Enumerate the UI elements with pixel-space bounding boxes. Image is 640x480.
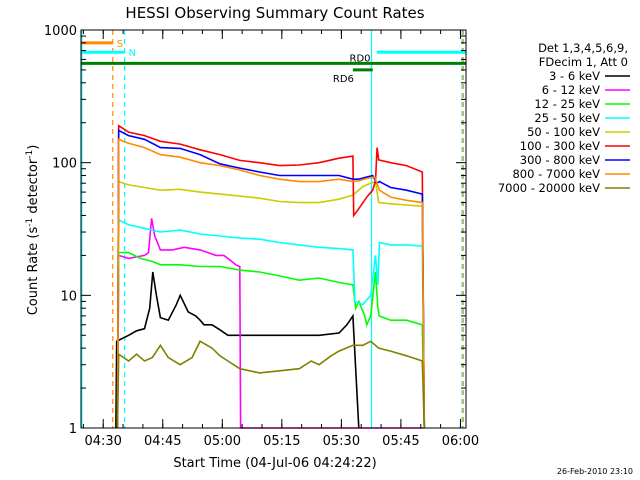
y-tick-label: 10 bbox=[60, 289, 77, 304]
timestamp: 26-Feb-2010 23:10 bbox=[557, 467, 633, 476]
x-tick-label: 05:30 bbox=[323, 434, 360, 449]
x-tick-label: 04:30 bbox=[84, 434, 121, 449]
series-line bbox=[115, 271, 360, 429]
legend-entry-label: 300 - 800 keV bbox=[520, 153, 600, 167]
y-label-exponent: -1 bbox=[25, 218, 35, 227]
status-bar-label: N bbox=[129, 48, 136, 59]
vertical-markers bbox=[81, 30, 464, 428]
legend-header-line: FDecim 1, Att 0 bbox=[539, 55, 628, 69]
plot-background bbox=[81, 30, 466, 428]
plot-frame bbox=[80, 29, 467, 429]
y-label-part: Count Rate (s bbox=[26, 227, 41, 316]
y-tick-label: 100 bbox=[52, 157, 77, 172]
series-line bbox=[116, 129, 426, 429]
legend: Det 1,3,4,5,6,9, FDecim 1, Att 0 3 - 6 k… bbox=[498, 41, 630, 195]
legend-entry-label: 25 - 50 keV bbox=[534, 111, 600, 125]
legend-entry-label: 7000 - 20000 keV bbox=[498, 181, 600, 195]
x-tick-label: 04:45 bbox=[144, 434, 181, 449]
status-bar-label: S bbox=[117, 39, 123, 50]
legend-entry-label: 100 - 300 keV bbox=[520, 139, 600, 153]
legend-entry-label: 12 - 25 keV bbox=[534, 97, 600, 111]
legend-entry-label: 50 - 100 keV bbox=[527, 125, 600, 139]
status-bar-label: RD0 bbox=[350, 53, 371, 64]
x-tick-label: 05:15 bbox=[263, 434, 300, 449]
series-line bbox=[116, 138, 426, 429]
legend-header-line: Det 1,3,4,5,6,9, bbox=[538, 41, 628, 55]
x-axis-label: Start Time (04-Jul-06 04:24:22) bbox=[173, 456, 376, 471]
series-line bbox=[116, 218, 426, 429]
series-line bbox=[116, 340, 426, 429]
series-group bbox=[115, 124, 426, 429]
series-line bbox=[116, 251, 426, 429]
y-tick-label: 1000 bbox=[44, 24, 77, 39]
axes: 04:30 04:45 05:00 05:15 05:30 05:45 06:00 1 10 10… bbox=[44, 24, 479, 449]
x-tick-label: 05:00 bbox=[204, 434, 241, 449]
legend-entry-label: 3 - 6 keV bbox=[549, 69, 600, 83]
status-bar-label: RD6 bbox=[333, 74, 354, 85]
y-label-part: detector bbox=[26, 158, 41, 218]
x-tick-label: 05:45 bbox=[382, 434, 419, 449]
plot-area bbox=[81, 30, 466, 428]
legend-entry-label: 6 - 12 keV bbox=[542, 83, 600, 97]
y-label-exponent: -1 bbox=[25, 150, 35, 159]
chart-title: HESSI Observing Summary Count Rates bbox=[125, 4, 424, 22]
y-axis-label: Count Rate (s-1 detector-1) bbox=[25, 145, 41, 316]
series-line bbox=[116, 180, 426, 429]
legend-entry-label: 800 - 7000 keV bbox=[512, 167, 600, 181]
status-bars: SN RD0 RD6 bbox=[81, 39, 466, 85]
x-tick-label: 06:00 bbox=[442, 434, 479, 449]
y-tick-label: 1 bbox=[69, 422, 77, 437]
y-label-part: ) bbox=[26, 145, 41, 150]
series-line bbox=[116, 124, 426, 429]
